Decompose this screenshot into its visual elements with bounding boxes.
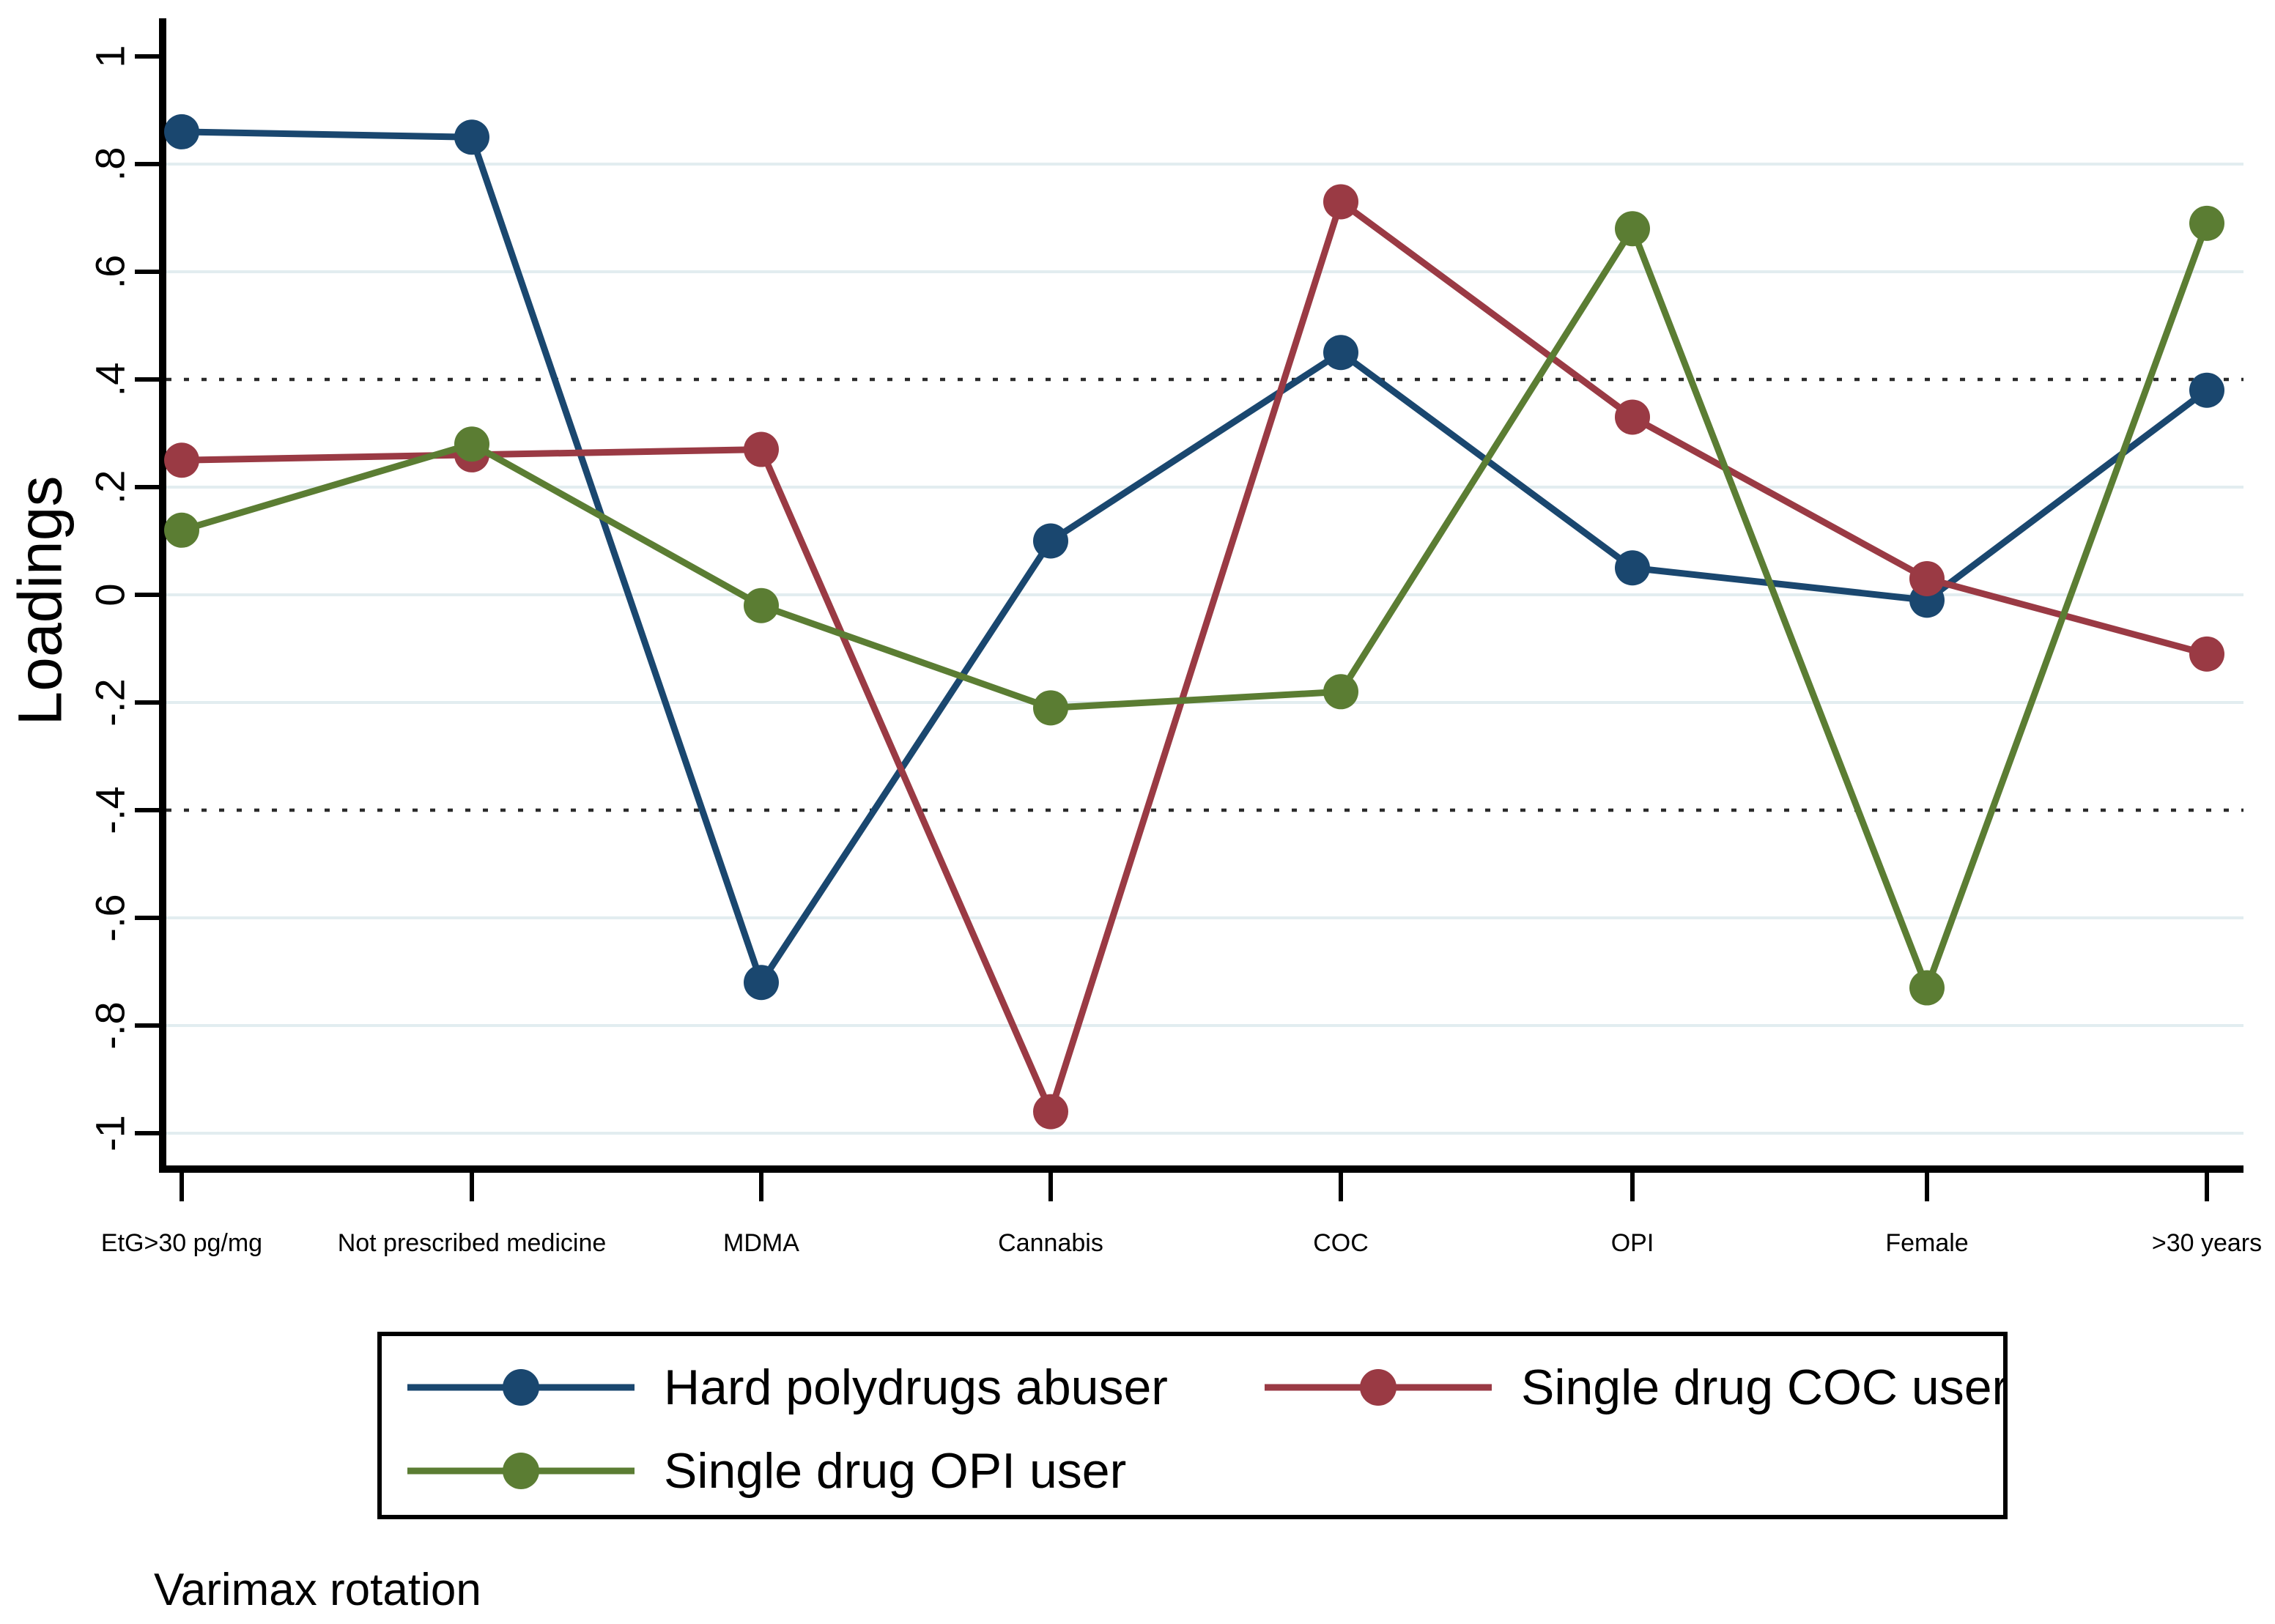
legend-marker-single-drug-coc-user [1265, 1369, 1492, 1406]
y-axis-title: Loadings [5, 475, 75, 726]
y-tick-label: -.2 [87, 678, 133, 726]
y-tick-label: 1 [87, 45, 133, 67]
x-tick-label: MDMA [723, 1229, 799, 1257]
x-tick-label: >30 years [2152, 1229, 2262, 1257]
data-point [164, 114, 199, 149]
data-point [1033, 1094, 1068, 1130]
chart-note: Varimax rotation [154, 1565, 481, 1615]
data-point [1615, 399, 1650, 435]
y-tick-label: -1 [87, 1115, 133, 1152]
x-tick-label: Cannabis [998, 1229, 1103, 1257]
y-tick-label: .8 [87, 147, 133, 182]
y-tick-label: .2 [87, 470, 133, 505]
data-point [164, 512, 199, 548]
legend-label-hard-polydrugs-abuser: Hard polydrugs abuser [664, 1360, 1168, 1415]
legend-label-single-drug-opi-user: Single drug OPI user [664, 1443, 1127, 1499]
legend: Hard polydrugs abuser Single drug COC us… [377, 1332, 2008, 1519]
y-tick-label: -.8 [87, 1001, 133, 1049]
data-point [164, 442, 199, 478]
data-point [744, 965, 779, 1001]
series-single-drug-opi-user [164, 205, 2224, 1006]
data-point [744, 431, 779, 467]
y-tick-label: .4 [87, 363, 133, 397]
y-tick-label: -.4 [87, 786, 133, 834]
series-line-single-drug-coc-user [178, 198, 2211, 1116]
data-point [1323, 335, 1358, 371]
data-point [1033, 690, 1068, 726]
x-tick-label: Not prescribed medicine [338, 1229, 607, 1257]
y-tick-label: .6 [87, 255, 133, 289]
legend-marker-single-drug-opi-user [407, 1453, 635, 1489]
data-point [1323, 674, 1358, 710]
x-tick-label: EtG>30 pg/mg [101, 1229, 262, 1257]
x-tick-label: COC [1313, 1229, 1369, 1257]
data-point [1615, 550, 1650, 586]
data-point [1615, 211, 1650, 247]
legend-label-single-drug-coc-user: Single drug COC user [1521, 1360, 2009, 1415]
y-tick-label: 0 [87, 583, 133, 606]
series-line-hard-polydrugs-abuser [178, 128, 2211, 986]
data-point [2189, 205, 2224, 241]
legend-marker-hard-polydrugs-abuser [407, 1369, 635, 1406]
data-point [454, 426, 489, 462]
data-point [2189, 636, 2224, 672]
data-point [2189, 372, 2224, 408]
series-line-single-drug-opi-user [178, 220, 2211, 992]
data-point [1909, 560, 1945, 596]
data-point [1323, 184, 1358, 220]
data-point [744, 587, 779, 623]
y-tick-label: -.6 [87, 894, 133, 941]
data-point [1033, 523, 1068, 559]
data-point [1909, 970, 1945, 1006]
x-tick-label: Female [1885, 1229, 1968, 1257]
data-point [454, 119, 489, 155]
x-tick-label: OPI [1611, 1229, 1654, 1257]
series-hard-polydrugs-abuser [164, 114, 2224, 1001]
